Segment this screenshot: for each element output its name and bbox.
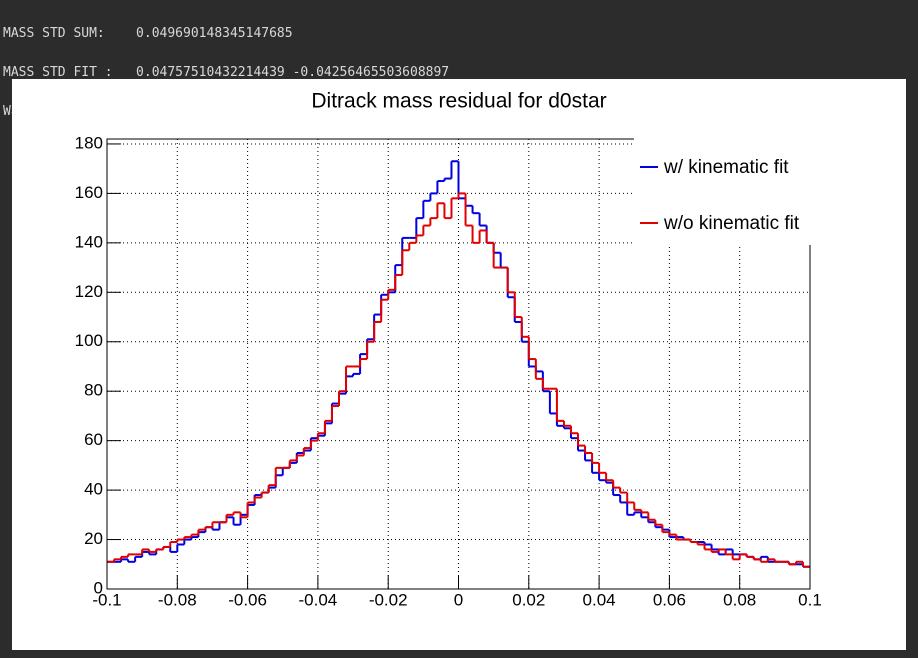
terminal-line: MASS STD SUM: 0.049690148345147685 [3, 25, 293, 41]
y-tick-label: 160 [75, 183, 103, 202]
x-tick-label: 0.1 [798, 590, 822, 609]
x-tick-label: -0.1 [92, 590, 121, 609]
plot-frame [106, 138, 811, 590]
x-tick-label: 0.04 [583, 590, 616, 609]
x-tick-label: -0.06 [228, 590, 267, 609]
y-tick-label: 0 [94, 578, 103, 597]
x-tick-label: 0.06 [653, 590, 686, 609]
y-tick-label: 80 [84, 381, 103, 400]
legend-box [634, 137, 814, 245]
y-tick-label: 20 [84, 529, 103, 548]
y-tick-label: 60 [84, 430, 103, 449]
legend-label: w/o kinematic fit [663, 213, 800, 234]
x-tick-label: -0.08 [158, 590, 197, 609]
y-tick-label: 100 [75, 331, 103, 350]
chart-title: Ditrack mass residual for d0star [311, 90, 606, 113]
y-tick-label: 40 [84, 480, 103, 499]
x-tick-label: 0 [454, 590, 463, 609]
y-tick-label: 120 [75, 282, 103, 301]
x-tick-label: -0.04 [299, 590, 338, 609]
legend-label: w/ kinematic fit [663, 157, 789, 178]
y-tick-label: 140 [75, 232, 103, 251]
x-tick-label: 0.08 [723, 590, 756, 609]
y-tick-label: 180 [75, 133, 103, 152]
x-tick-label: 0.02 [512, 590, 545, 609]
terminal-line: MASS STD FIT : 0.04757510432214439 -0.04… [3, 64, 450, 80]
x-tick-label: -0.02 [369, 590, 408, 609]
